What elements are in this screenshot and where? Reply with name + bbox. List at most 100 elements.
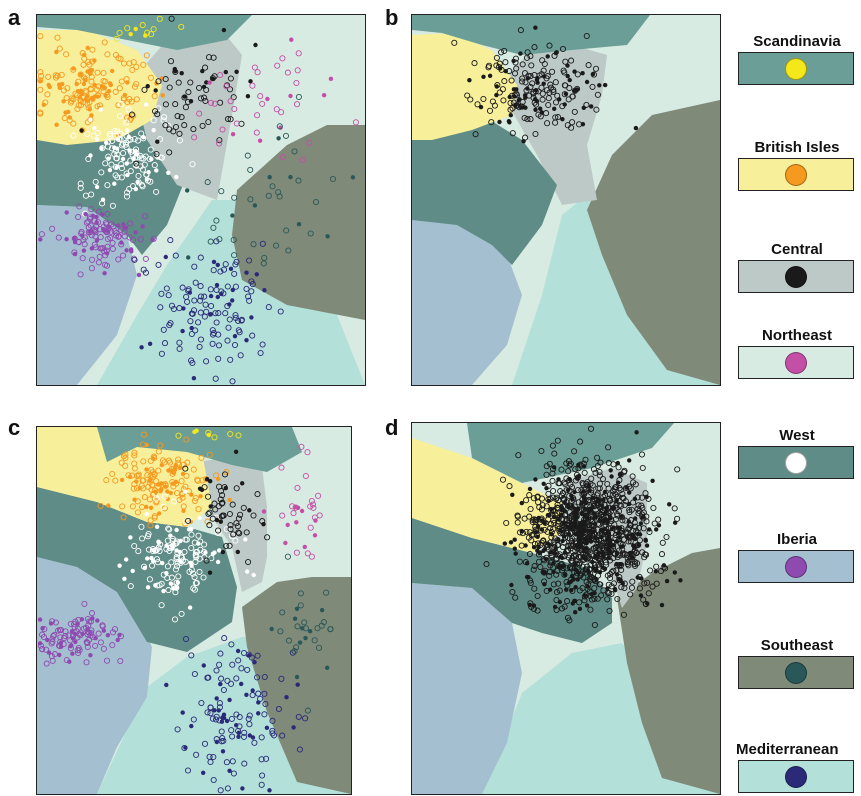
point-british-isles xyxy=(75,102,82,109)
point-central xyxy=(556,587,563,594)
point-british-isles xyxy=(147,472,154,480)
point-central xyxy=(153,151,160,158)
point-mediterranean xyxy=(235,317,242,324)
point-central xyxy=(672,570,677,575)
point-mediterranean xyxy=(236,723,243,730)
point-central xyxy=(621,584,628,592)
point-iberia xyxy=(72,236,77,241)
point-iberia xyxy=(104,243,111,250)
point-british-isles xyxy=(216,476,221,482)
point-central xyxy=(572,489,577,495)
point-british-isles xyxy=(107,81,113,86)
point-mediterranean xyxy=(197,297,204,304)
point-british-isles xyxy=(161,505,168,512)
point-scandinavia xyxy=(128,32,133,37)
point-northeast xyxy=(304,550,311,557)
point-southeast xyxy=(247,166,254,173)
point-west xyxy=(187,605,193,610)
point-british-isles xyxy=(75,78,82,85)
point-west xyxy=(135,172,142,179)
point-iberia xyxy=(83,219,90,226)
point-central xyxy=(575,545,582,552)
point-mediterranean xyxy=(131,256,138,263)
point-mediterranean xyxy=(246,653,252,658)
point-british-isles xyxy=(61,99,66,104)
point-southeast xyxy=(284,553,291,560)
point-mediterranean xyxy=(232,283,239,290)
point-central xyxy=(641,580,648,587)
point-central xyxy=(529,518,536,526)
point-mediterranean xyxy=(259,772,266,779)
point-central xyxy=(643,551,650,558)
point-central xyxy=(618,566,625,574)
point-northeast xyxy=(292,504,298,510)
point-british-isles xyxy=(80,61,87,68)
point-southeast xyxy=(312,198,320,206)
point-mediterranean xyxy=(219,719,225,724)
point-mediterranean xyxy=(232,312,239,319)
point-british-isles xyxy=(165,457,172,464)
point-british-isles xyxy=(126,60,133,67)
point-central xyxy=(221,27,227,33)
point-west xyxy=(126,186,133,193)
point-iberia xyxy=(55,627,62,634)
point-mediterranean xyxy=(188,330,195,338)
point-central xyxy=(581,486,588,493)
legend-label: Northeast xyxy=(761,327,832,344)
point-west xyxy=(141,161,148,168)
point-central xyxy=(566,487,573,494)
point-iberia xyxy=(72,631,78,637)
point-central xyxy=(594,496,601,503)
point-central xyxy=(202,97,209,105)
point-central xyxy=(209,515,216,522)
point-central xyxy=(627,550,633,556)
point-central xyxy=(564,587,569,592)
point-central xyxy=(578,570,585,577)
point-mediterranean xyxy=(216,661,223,668)
point-central xyxy=(594,577,599,582)
point-central xyxy=(511,70,519,77)
legend-label: British Isles xyxy=(754,139,840,156)
point-central xyxy=(598,592,605,599)
point-central xyxy=(552,79,559,86)
point-central xyxy=(629,578,636,585)
point-british-isles xyxy=(144,472,151,479)
point-central xyxy=(543,587,550,595)
point-central xyxy=(550,487,557,495)
point-central xyxy=(630,479,637,486)
point-west xyxy=(128,535,133,540)
point-central xyxy=(614,493,621,500)
point-british-isles xyxy=(175,456,182,463)
point-central xyxy=(509,588,516,596)
point-british-isles xyxy=(165,496,170,502)
point-central xyxy=(201,94,208,101)
point-iberia xyxy=(100,645,107,652)
point-west xyxy=(104,138,111,145)
point-west xyxy=(85,155,92,163)
point-iberia xyxy=(64,237,69,242)
point-central xyxy=(485,64,492,71)
point-mediterranean xyxy=(233,675,240,682)
point-northeast xyxy=(321,93,327,98)
point-central xyxy=(535,524,541,529)
point-iberia xyxy=(49,638,56,645)
point-mediterranean xyxy=(210,776,217,784)
point-british-isles xyxy=(89,113,94,118)
point-mediterranean xyxy=(269,717,276,724)
point-central xyxy=(250,512,257,519)
point-northeast xyxy=(308,497,315,505)
point-iberia xyxy=(124,248,129,253)
point-central xyxy=(227,75,234,82)
point-iberia xyxy=(102,261,109,268)
point-central xyxy=(245,94,251,99)
point-west xyxy=(217,548,222,553)
point-central xyxy=(613,483,620,490)
point-southeast xyxy=(216,236,223,243)
region-west xyxy=(412,115,557,265)
point-central xyxy=(624,485,629,490)
point-central xyxy=(667,502,672,507)
point-british-isles xyxy=(79,50,86,57)
point-central xyxy=(518,51,523,56)
point-central xyxy=(524,49,531,56)
point-british-isles xyxy=(140,458,147,465)
